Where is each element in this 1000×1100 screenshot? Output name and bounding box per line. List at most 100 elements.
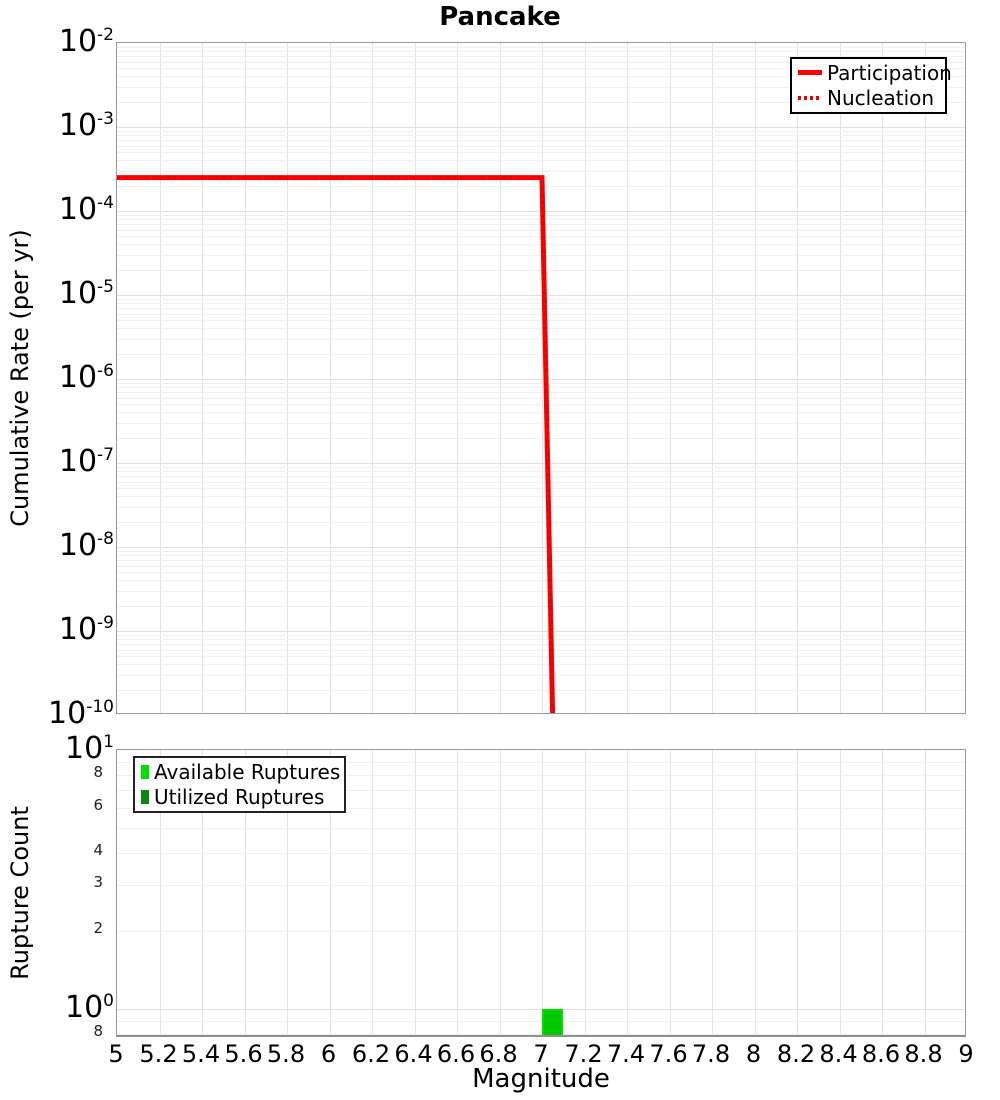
top-y-tick-label: 10-5 <box>58 275 114 311</box>
vertical-gridline <box>754 750 756 1035</box>
vertical-gridline <box>159 43 161 713</box>
x-tick-label: 9 <box>958 1040 974 1068</box>
vertical-gridline <box>712 43 713 713</box>
major-gridline <box>117 127 965 128</box>
minor-gridline <box>117 639 965 641</box>
vertical-gridline <box>924 750 926 1035</box>
bottom-legend: Available Ruptures Utilized Ruptures <box>133 756 346 813</box>
top-legend: Participation Nucleation <box>790 57 952 114</box>
minor-gridline <box>117 269 965 271</box>
minor-gridline <box>117 101 965 103</box>
available-ruptures-bar <box>542 1009 564 1035</box>
minor-gridline <box>117 807 965 809</box>
vertical-gridline <box>372 750 373 1035</box>
bottom-y-minor-tick-label: 2 <box>93 918 103 937</box>
x-tick-label: 8.6 <box>861 1040 901 1068</box>
vertical-gridline <box>329 43 331 713</box>
bottom-y-minor-tick-label: 8 <box>93 1021 103 1040</box>
vertical-gridline <box>372 43 373 713</box>
vertical-gridline <box>542 43 543 713</box>
minor-gridline <box>117 320 965 322</box>
vertical-gridline <box>924 43 926 713</box>
minor-gridline <box>117 775 965 777</box>
nucleation-label: Nucleation <box>827 86 935 111</box>
minor-gridline <box>117 61 965 63</box>
minor-gridline <box>117 404 965 406</box>
participation-label: Participation <box>827 60 952 85</box>
x-tick-label: 5 <box>108 1040 124 1068</box>
minor-gridline <box>117 476 965 477</box>
minor-gridline <box>117 605 965 607</box>
minor-gridline <box>117 580 965 582</box>
utilized-ruptures-label: Utilized Ruptures <box>154 785 325 810</box>
minor-gridline <box>117 56 965 57</box>
vertical-gridline <box>287 43 288 713</box>
vertical-gridline <box>797 43 798 713</box>
minor-gridline <box>117 565 965 567</box>
utilized-ruptures-swatch <box>141 790 149 805</box>
vertical-gridline <box>414 750 416 1035</box>
x-tick-label: 8 <box>745 1040 762 1068</box>
major-gridline <box>117 295 965 296</box>
bottom-y-minor-tick-label: 3 <box>93 873 103 892</box>
minor-gridline <box>117 555 965 557</box>
bottom-y-minor-tick-label: 4 <box>93 840 103 859</box>
chart-title: Pancake <box>439 2 561 32</box>
minor-gridline <box>117 506 965 508</box>
vertical-gridline <box>244 750 246 1035</box>
participation-curve <box>117 175 556 713</box>
vertical-gridline <box>457 750 458 1035</box>
x-tick-label: 7 <box>533 1040 549 1068</box>
vertical-gridline <box>159 750 161 1035</box>
vertical-gridline <box>669 750 671 1035</box>
minor-gridline <box>117 298 965 300</box>
vertical-gridline <box>797 750 798 1035</box>
minor-gridline <box>117 68 965 70</box>
vertical-gridline <box>414 43 416 713</box>
vertical-gridline <box>839 750 841 1035</box>
minor-gridline <box>117 422 965 424</box>
vertical-gridline <box>329 750 331 1035</box>
minor-gridline <box>117 303 965 305</box>
minor-gridline <box>117 160 965 162</box>
top-y-tick-label: 10-3 <box>58 107 114 143</box>
top-y-tick-label: 10-4 <box>58 191 114 227</box>
legend-item-nucleation: Nucleation <box>798 86 941 110</box>
minor-gridline <box>117 521 965 523</box>
major-gridline <box>117 379 965 380</box>
minor-gridline <box>117 790 965 792</box>
minor-gridline <box>117 931 965 933</box>
vertical-gridline <box>499 750 501 1035</box>
vertical-gridline <box>754 43 756 713</box>
bottom-y-tick-label: 100 <box>64 989 114 1025</box>
minor-gridline <box>117 130 965 132</box>
minor-gridline <box>117 644 965 645</box>
vertical-gridline <box>627 43 628 713</box>
vertical-gridline <box>882 750 883 1035</box>
top-y-tick-label: 10-10 <box>48 695 114 731</box>
x-tick-label: 5.4 <box>181 1040 221 1068</box>
minor-gridline <box>117 689 965 691</box>
vertical-gridline <box>287 750 288 1035</box>
minor-gridline <box>117 86 965 88</box>
minor-gridline <box>117 471 965 473</box>
minor-gridline <box>117 885 965 887</box>
x-tick-label: 7.4 <box>606 1040 646 1068</box>
vertical-gridline <box>457 43 458 713</box>
available-ruptures-swatch <box>141 764 149 779</box>
legend-item-utilized-ruptures: Utilized Ruptures <box>141 785 340 809</box>
minor-gridline <box>117 170 965 172</box>
bottom-y-axis-label: Rupture Count <box>6 806 34 980</box>
x-tick-label: 8.4 <box>819 1040 858 1068</box>
top-plot-area <box>116 42 966 714</box>
x-tick-label: 8.8 <box>904 1040 943 1068</box>
minor-gridline <box>117 572 965 574</box>
minor-gridline <box>117 560 965 561</box>
x-tick-label: 6.2 <box>351 1040 391 1068</box>
minor-gridline <box>117 828 965 829</box>
vertical-gridline <box>584 43 586 713</box>
minor-gridline <box>117 550 965 552</box>
participation-line-swatch <box>798 70 822 76</box>
minor-gridline <box>117 590 965 592</box>
